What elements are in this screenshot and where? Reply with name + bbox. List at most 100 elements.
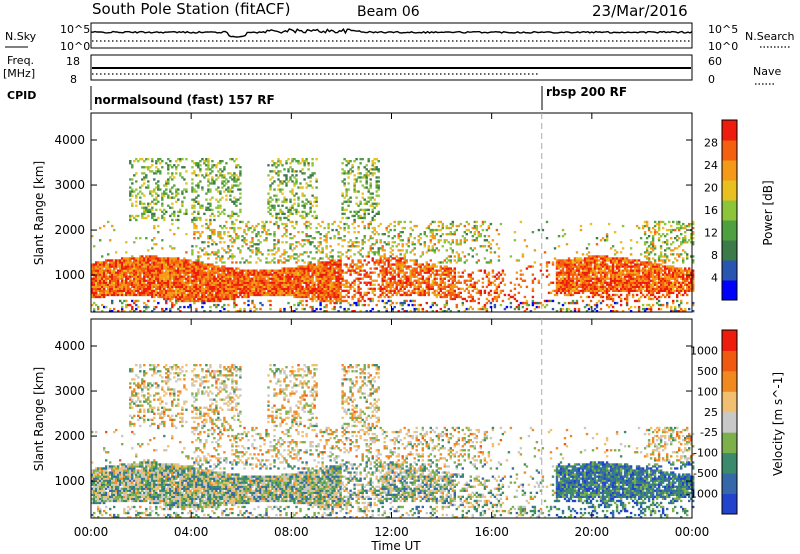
echo-cell bbox=[351, 281, 354, 284]
echo-cell bbox=[431, 233, 434, 236]
echo-cell bbox=[147, 267, 150, 270]
echo-cell bbox=[389, 289, 392, 293]
echo-cell bbox=[443, 287, 446, 291]
echo-cell bbox=[289, 283, 292, 286]
echo-cell bbox=[175, 190, 178, 193]
echo-cell bbox=[343, 307, 346, 311]
echo-cell bbox=[403, 220, 406, 224]
echo-cell bbox=[345, 190, 348, 193]
echo-cell bbox=[297, 295, 300, 299]
echo-cell bbox=[203, 253, 206, 256]
echo-cell bbox=[287, 269, 290, 272]
echo-cell bbox=[415, 291, 418, 295]
echo-cell bbox=[133, 271, 136, 274]
echo-cell bbox=[197, 269, 200, 272]
echo-cell bbox=[243, 228, 246, 232]
echo-cell bbox=[201, 281, 204, 284]
echo-cell bbox=[299, 265, 302, 268]
echo-cell bbox=[339, 275, 342, 278]
echo-cell bbox=[183, 281, 186, 284]
echo-cell bbox=[135, 194, 138, 197]
echo-cell bbox=[199, 218, 202, 222]
echo-cell bbox=[245, 275, 248, 278]
echo-cell bbox=[327, 257, 330, 260]
echo-cell bbox=[163, 297, 166, 301]
echo-cell bbox=[155, 162, 158, 165]
echo-cell bbox=[447, 226, 450, 230]
echo-cell bbox=[305, 275, 308, 278]
echo-cell bbox=[113, 291, 116, 295]
echo-cell bbox=[325, 295, 328, 299]
echo-cell bbox=[271, 206, 274, 209]
echo-cell bbox=[247, 275, 250, 278]
echo-cell bbox=[201, 285, 204, 289]
echo-cell bbox=[389, 273, 392, 276]
echo-cell bbox=[407, 293, 410, 297]
echo-cell bbox=[161, 291, 164, 295]
echo-cell bbox=[291, 170, 294, 173]
echo-cell bbox=[513, 287, 517, 291]
echo-cell bbox=[391, 289, 394, 293]
echo-cell bbox=[411, 275, 414, 278]
echo-cell bbox=[361, 295, 364, 299]
echo-cell bbox=[359, 265, 362, 268]
echo-cell bbox=[495, 295, 499, 299]
echo-cell bbox=[385, 226, 388, 230]
echo-cell bbox=[349, 255, 352, 258]
echo-cell bbox=[283, 226, 286, 230]
echo-cell bbox=[389, 287, 392, 291]
echo-cell bbox=[403, 281, 406, 284]
echo-cell bbox=[97, 273, 100, 276]
echo-cell bbox=[345, 164, 348, 167]
echo-cell bbox=[189, 279, 192, 282]
echo-cell bbox=[353, 182, 356, 185]
echo-cell bbox=[219, 162, 222, 165]
echo-cell bbox=[231, 178, 234, 181]
echo-cell bbox=[215, 265, 218, 268]
echo-cell bbox=[383, 273, 386, 276]
echo-cell bbox=[295, 192, 298, 195]
echo-cell bbox=[443, 271, 446, 274]
echo-cell bbox=[381, 299, 384, 303]
echo-cell bbox=[303, 243, 306, 246]
echo-cell bbox=[405, 279, 408, 282]
echo-cell bbox=[149, 281, 152, 284]
echo-cell bbox=[131, 307, 134, 311]
echo-cell bbox=[213, 283, 216, 286]
echo-cell bbox=[211, 170, 214, 173]
echo-cell bbox=[163, 281, 166, 284]
echo-cell bbox=[125, 273, 128, 276]
echo-cell bbox=[307, 269, 310, 272]
echo-cell bbox=[233, 180, 236, 183]
echo-cell bbox=[155, 202, 158, 205]
echo-cell bbox=[341, 206, 344, 209]
echo-cell bbox=[417, 279, 420, 282]
echo-cell bbox=[287, 267, 290, 270]
echo-cell bbox=[367, 287, 370, 291]
echo-cell bbox=[381, 293, 384, 297]
echo-cell bbox=[191, 206, 194, 209]
echo-cell bbox=[191, 289, 194, 293]
echo-cell bbox=[151, 259, 154, 262]
echo-cell bbox=[429, 305, 432, 309]
echo-cell bbox=[93, 281, 96, 284]
echo-cell bbox=[425, 279, 428, 282]
echo-cell bbox=[261, 281, 264, 284]
echo-cell bbox=[363, 291, 366, 295]
echo-cell bbox=[177, 192, 180, 195]
echo-cell bbox=[423, 233, 426, 236]
echo-cell bbox=[95, 263, 98, 266]
echo-cell bbox=[383, 267, 386, 270]
echo-cell bbox=[301, 160, 304, 163]
echo-cell bbox=[425, 265, 428, 268]
noise-tick-right-top: 10^5 bbox=[708, 23, 738, 36]
echo-cell bbox=[283, 198, 286, 201]
echo-cell bbox=[377, 247, 380, 250]
echo-cell bbox=[195, 218, 198, 222]
echo-cell bbox=[345, 188, 348, 191]
echo-cell bbox=[279, 180, 282, 183]
echo-cell bbox=[421, 287, 424, 291]
echo-cell bbox=[421, 307, 424, 311]
echo-cell bbox=[325, 279, 328, 282]
echo-cell bbox=[153, 188, 156, 191]
